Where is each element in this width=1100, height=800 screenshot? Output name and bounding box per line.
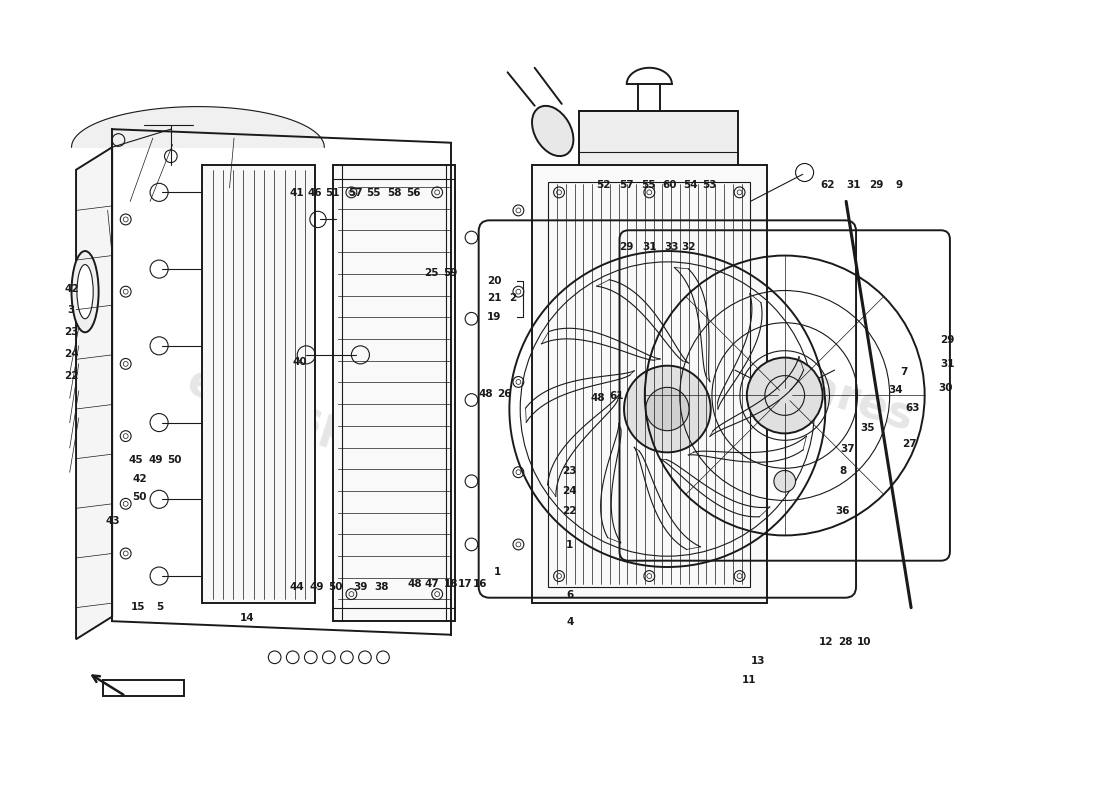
Text: 53: 53 — [703, 181, 717, 190]
Bar — [202, 166, 316, 603]
Text: 55: 55 — [641, 181, 656, 190]
Text: 36: 36 — [836, 506, 850, 516]
Text: 31: 31 — [642, 242, 657, 253]
Text: 31: 31 — [847, 181, 861, 190]
Text: 50: 50 — [167, 454, 182, 465]
Ellipse shape — [532, 106, 573, 156]
Text: 16: 16 — [473, 579, 487, 590]
Text: 58: 58 — [387, 189, 402, 198]
Text: 51: 51 — [326, 189, 340, 198]
Bar — [548, 182, 750, 587]
Polygon shape — [72, 106, 324, 147]
Text: 28: 28 — [838, 638, 853, 647]
Text: 22: 22 — [562, 506, 578, 516]
Text: 29: 29 — [940, 335, 955, 346]
Text: 61: 61 — [609, 391, 624, 401]
Text: 57: 57 — [619, 181, 634, 190]
Text: 10: 10 — [857, 638, 871, 647]
Text: 2: 2 — [508, 294, 516, 303]
Text: 42: 42 — [133, 474, 147, 485]
Text: 47: 47 — [425, 579, 439, 590]
Text: 6: 6 — [566, 590, 573, 600]
Text: 13: 13 — [751, 655, 766, 666]
Text: 39: 39 — [353, 582, 367, 592]
Text: 57: 57 — [348, 189, 363, 198]
Text: 50: 50 — [328, 582, 343, 592]
Text: 52: 52 — [596, 181, 611, 190]
Text: 12: 12 — [818, 638, 834, 647]
Circle shape — [646, 387, 689, 430]
Text: 35: 35 — [860, 423, 875, 433]
Text: 7: 7 — [900, 367, 908, 377]
Text: 55: 55 — [366, 189, 381, 198]
Text: 24: 24 — [562, 486, 578, 496]
Text: 19: 19 — [487, 311, 502, 322]
Text: 30: 30 — [938, 383, 953, 393]
Text: 62: 62 — [821, 181, 835, 190]
Bar — [103, 680, 185, 696]
Text: 48: 48 — [478, 389, 493, 398]
Text: 11: 11 — [741, 674, 756, 685]
Text: 14: 14 — [240, 614, 254, 623]
Text: 50: 50 — [133, 492, 147, 502]
Text: 17: 17 — [459, 579, 473, 590]
Ellipse shape — [72, 251, 99, 332]
Circle shape — [774, 470, 795, 492]
Text: 45: 45 — [129, 454, 143, 465]
Text: 29: 29 — [869, 181, 884, 190]
Text: 23: 23 — [562, 466, 578, 477]
Text: 9: 9 — [895, 181, 902, 190]
Text: 34: 34 — [889, 386, 903, 395]
Text: 1: 1 — [494, 567, 501, 578]
Text: 33: 33 — [664, 242, 679, 253]
Text: 48: 48 — [591, 394, 605, 403]
Text: 32: 32 — [682, 242, 696, 253]
Text: 56: 56 — [406, 189, 420, 198]
Text: 22: 22 — [64, 371, 78, 381]
Text: 29: 29 — [619, 242, 634, 253]
Text: 63: 63 — [905, 403, 920, 413]
Text: 46: 46 — [307, 189, 322, 198]
Text: 27: 27 — [902, 438, 916, 449]
Text: 4: 4 — [566, 618, 573, 627]
Text: 21: 21 — [487, 294, 502, 303]
Text: 5: 5 — [156, 602, 164, 611]
Ellipse shape — [77, 265, 94, 318]
Text: 26: 26 — [497, 389, 512, 398]
Text: 48: 48 — [408, 579, 422, 590]
Text: 1: 1 — [566, 539, 573, 550]
Text: 20: 20 — [487, 276, 502, 286]
Text: 42: 42 — [64, 284, 79, 294]
Bar — [532, 166, 767, 603]
Text: 23: 23 — [64, 327, 78, 338]
Text: 18: 18 — [443, 579, 458, 590]
Text: 24: 24 — [64, 349, 79, 359]
Text: 15: 15 — [131, 602, 145, 611]
Text: 37: 37 — [840, 444, 855, 454]
Text: 49: 49 — [309, 582, 323, 592]
Text: 40: 40 — [293, 357, 307, 367]
Text: 25: 25 — [425, 268, 439, 278]
Text: 3: 3 — [68, 306, 75, 315]
Bar — [579, 111, 738, 166]
Circle shape — [747, 358, 823, 434]
Text: 59: 59 — [443, 268, 458, 278]
Text: eurospares: eurospares — [182, 360, 462, 488]
Text: 60: 60 — [662, 181, 676, 190]
Text: 49: 49 — [148, 454, 163, 465]
Polygon shape — [76, 147, 112, 639]
Text: 8: 8 — [839, 466, 847, 477]
Text: eurospares: eurospares — [638, 312, 918, 440]
Text: 38: 38 — [374, 582, 388, 592]
Text: 44: 44 — [289, 582, 304, 592]
Text: 43: 43 — [106, 516, 120, 526]
Text: 54: 54 — [683, 181, 697, 190]
Text: 31: 31 — [940, 359, 955, 370]
Bar — [333, 166, 455, 621]
Text: 41: 41 — [289, 189, 304, 198]
Circle shape — [624, 366, 711, 452]
